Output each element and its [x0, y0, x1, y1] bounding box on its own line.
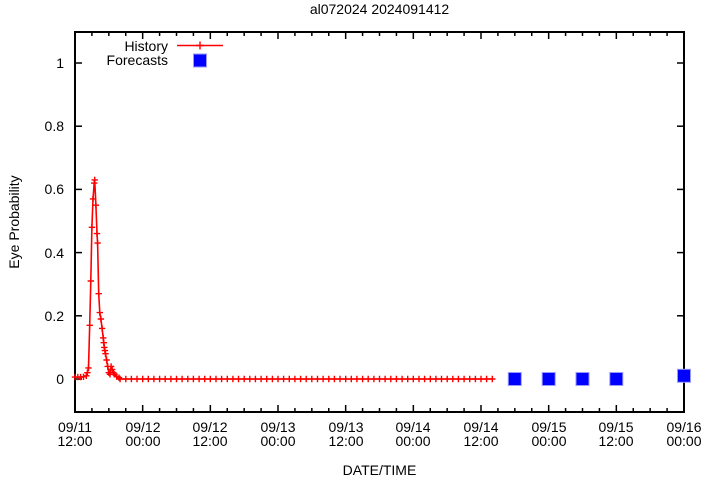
- x-tick-label: 09/11 12:00: [57, 419, 93, 449]
- x-tick-label: 09/15 12:00: [598, 419, 634, 449]
- x-tick-label: 09/13 00:00: [260, 419, 296, 449]
- history-plus-markers: [71, 176, 496, 383]
- chart-title: al072024 2024091412: [309, 1, 450, 17]
- history-line: [75, 179, 493, 380]
- y-tick-label: 0.6: [44, 181, 64, 197]
- legend-label-forecasts: Forecasts: [106, 52, 168, 68]
- y-tick-label: 0: [56, 371, 64, 387]
- forecast-square-marker: [541, 372, 556, 386]
- forecast-square-marker: [507, 372, 522, 386]
- x-tick-label: 09/13 12:00: [328, 419, 364, 449]
- x-tick-label: 09/12 12:00: [192, 419, 228, 449]
- legend-history-plus-sample: [196, 41, 204, 50]
- y-tick-label: 0.8: [44, 118, 64, 134]
- x-tick-label: 09/16 00:00: [666, 419, 702, 449]
- x-tick-label: 09/12 00:00: [125, 419, 161, 449]
- forecast-square-marker: [609, 372, 624, 386]
- legend-label-history: History: [124, 38, 168, 54]
- y-tick-label: 1: [56, 55, 64, 71]
- x-tick-label: 09/14 12:00: [463, 419, 499, 449]
- legend-forecast-square-sample: [193, 53, 207, 68]
- x-tick-label: 09/15 00:00: [531, 419, 567, 449]
- y-tick-label: 0.2: [44, 308, 64, 324]
- x-axis-label: DATE/TIME: [342, 462, 417, 478]
- plot-border: [74, 31, 685, 413]
- x-tick-label: 09/14 00:00: [395, 419, 431, 449]
- y-tick-label: 0.4: [44, 245, 64, 261]
- forecast-square-marker: [575, 372, 590, 386]
- forecast-square-marker: [677, 368, 691, 383]
